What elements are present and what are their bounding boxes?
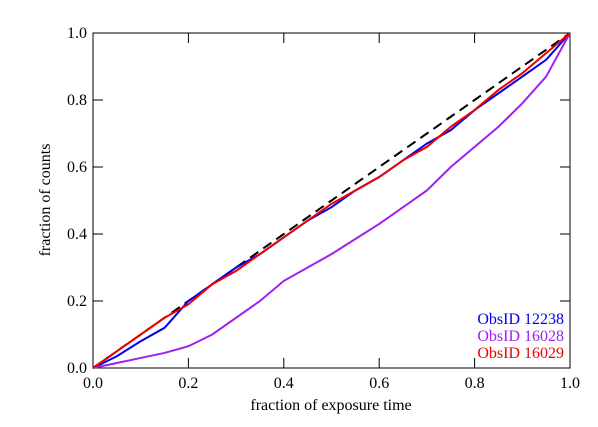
y-tick-label: 0.0 (67, 360, 87, 377)
series-line (92, 32, 571, 369)
series-line (92, 32, 571, 369)
legend-entry: ObsID 16029 (477, 345, 564, 362)
x-axis-label: fraction of exposure time (250, 397, 411, 414)
plot-frame (92, 32, 571, 369)
y-tick-label: 0.2 (67, 293, 87, 310)
x-tick-label: 0.4 (274, 375, 294, 392)
legend-entry: ObsID 12238 (477, 311, 564, 328)
x-tick-label: 0.0 (83, 375, 103, 392)
legend-entry: ObsID 16028 (477, 328, 564, 345)
y-axis-label: fraction of counts (37, 144, 54, 257)
x-tick-label: 0.2 (178, 375, 198, 392)
x-tick-label: 1.0 (560, 375, 580, 392)
y-tick-label: 1.0 (67, 25, 87, 42)
y-tick-label: 0.4 (67, 226, 87, 243)
x-tick-label: 0.8 (465, 375, 485, 392)
series-line (92, 32, 571, 369)
y-tick-label: 0.6 (67, 159, 87, 176)
x-tick-label: 0.6 (369, 375, 389, 392)
y-tick-label: 0.8 (67, 92, 87, 109)
